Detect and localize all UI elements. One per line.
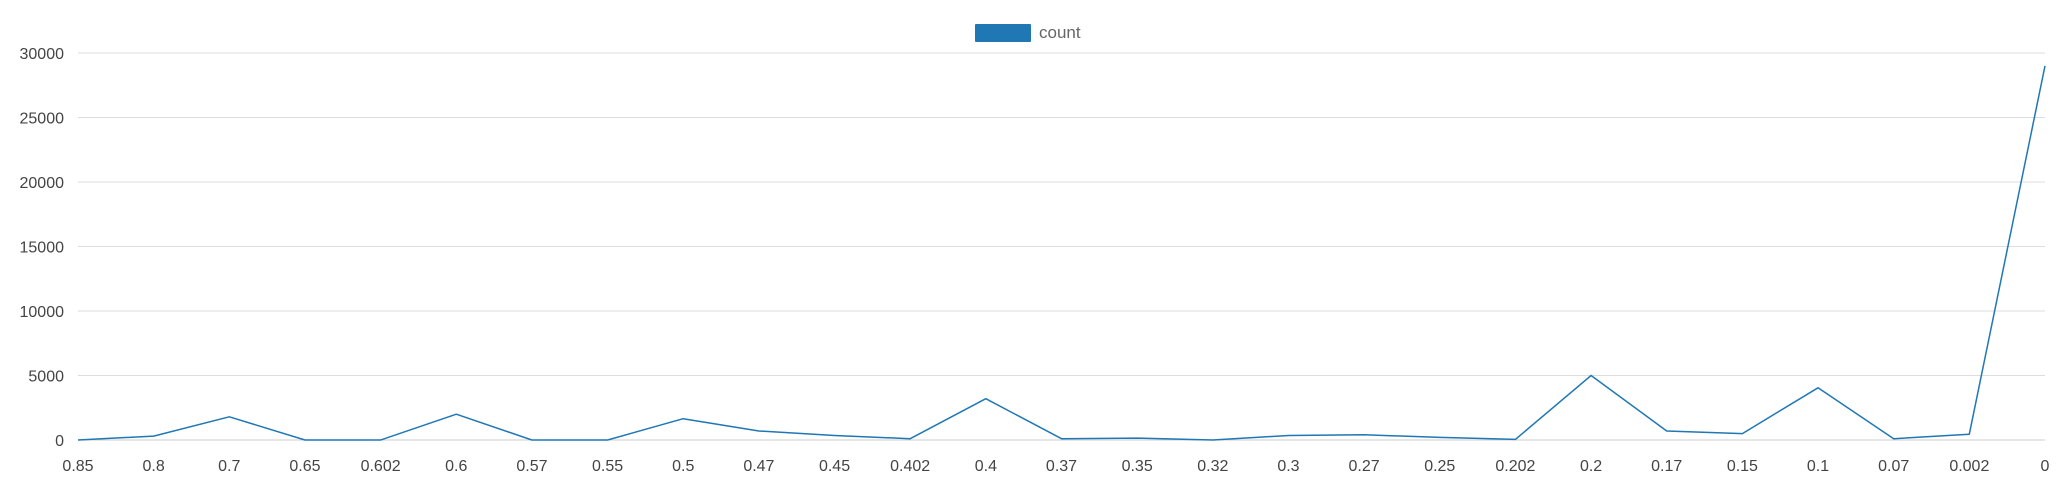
legend-label-count[interactable]: count [1039, 23, 1081, 42]
data-point[interactable] [606, 438, 610, 442]
x-tick-label: 0.35 [1122, 458, 1153, 475]
data-point[interactable] [908, 437, 912, 441]
data-point[interactable] [1135, 436, 1139, 440]
data-point[interactable] [1211, 438, 1215, 442]
x-tick-label: 0.6 [445, 458, 467, 475]
data-point[interactable] [984, 397, 988, 401]
data-point[interactable] [1740, 432, 1744, 436]
data-point[interactable] [454, 412, 458, 416]
x-tick-label: 0.8 [143, 458, 165, 475]
data-point[interactable] [2043, 64, 2047, 68]
data-point[interactable] [530, 438, 534, 442]
x-tick-label: 0.002 [1949, 458, 1989, 475]
data-point[interactable] [1589, 374, 1593, 378]
x-tick-label: 0.27 [1349, 458, 1380, 475]
y-tick-label: 20000 [20, 175, 65, 192]
x-tick-label: 0.45 [819, 458, 850, 475]
y-tick-label: 0 [55, 433, 64, 450]
grid-lines [78, 52, 2045, 441]
x-tick-label: 0.37 [1046, 458, 1077, 475]
x-tick-label: 0.25 [1424, 458, 1455, 475]
data-point[interactable] [1438, 435, 1442, 439]
data-point[interactable] [1060, 437, 1064, 441]
data-point[interactable] [681, 417, 685, 421]
data-point[interactable] [1665, 429, 1669, 433]
data-point[interactable] [1967, 432, 1971, 436]
x-tick-label: 0.85 [62, 458, 93, 475]
x-tick-label: 0.4 [975, 458, 997, 475]
data-point[interactable] [227, 415, 231, 419]
series-layer [76, 64, 2047, 442]
data-point[interactable] [1362, 433, 1366, 437]
legend[interactable]: count [975, 23, 1081, 42]
data-point[interactable] [833, 433, 837, 437]
x-tick-label: 0.2 [1580, 458, 1602, 475]
x-tick-label: 0.15 [1727, 458, 1758, 475]
x-tick-label: 0.07 [1878, 458, 1909, 475]
data-point[interactable] [379, 438, 383, 442]
data-point[interactable] [76, 438, 80, 442]
x-tick-label: 0.202 [1495, 458, 1535, 475]
x-tick-label: 0.32 [1197, 458, 1228, 475]
y-tick-label: 10000 [20, 304, 65, 321]
x-tick-label: 0.1 [1807, 458, 1829, 475]
legend-swatch-count[interactable] [975, 24, 1031, 42]
x-tick-label: 0.55 [592, 458, 623, 475]
y-tick-label: 30000 [20, 46, 65, 63]
x-tick-label: 0.3 [1277, 458, 1299, 475]
x-tick-label: 0.47 [743, 458, 774, 475]
x-tick-label: 0.7 [218, 458, 240, 475]
x-tick-label: 0 [2041, 458, 2050, 475]
data-point[interactable] [1513, 437, 1517, 441]
y-tick-label: 5000 [28, 369, 64, 386]
data-point[interactable] [1816, 386, 1820, 390]
x-tick-label: 0.402 [890, 458, 930, 475]
x-tick-label: 0.602 [361, 458, 401, 475]
data-point[interactable] [152, 434, 156, 438]
x-tick-label: 0.57 [516, 458, 547, 475]
x-tick-label: 0.5 [672, 458, 694, 475]
series-line-count[interactable] [77, 65, 2046, 441]
data-point[interactable] [1892, 437, 1896, 441]
axes: 0 5000 10000 15000 20000 25000 30000 0.85 0.8 0.7… [20, 46, 2050, 475]
data-point[interactable] [757, 429, 761, 433]
y-tick-label: 25000 [20, 111, 65, 128]
x-tick-label: 0.65 [289, 458, 320, 475]
data-point[interactable] [1286, 433, 1290, 437]
data-point[interactable] [303, 438, 307, 442]
x-tick-label: 0.17 [1651, 458, 1682, 475]
y-tick-label: 15000 [20, 240, 65, 257]
